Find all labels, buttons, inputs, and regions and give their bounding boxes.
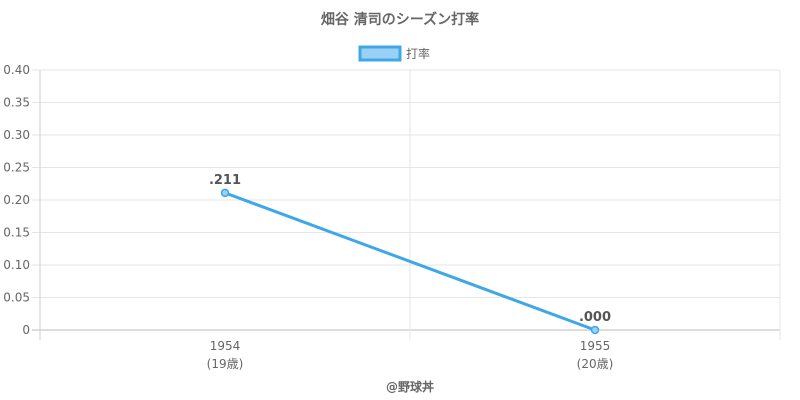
y-tick-label: 0.25 — [3, 161, 30, 175]
y-tick-label: 0.15 — [3, 226, 30, 240]
y-axis-ticks: 0 0.05 0.10 0.15 0.20 0.25 0.30 0.35 0.40 — [3, 63, 30, 337]
x-tick-sublabel: (20歳) — [577, 357, 614, 371]
y-tick-label: 0.40 — [3, 63, 30, 77]
data-label: .211 — [209, 173, 241, 188]
legend-swatch — [358, 45, 402, 62]
y-tick-label: 0.30 — [3, 128, 30, 142]
legend[interactable]: 打率 — [358, 45, 430, 62]
series-batting-average: .211 .000 — [209, 173, 611, 335]
x-axis-ticks: 1954 (19歳) 1955 (20歳) — [207, 339, 614, 371]
x-tick-label: 1954 — [210, 339, 241, 353]
data-label: .000 — [579, 310, 611, 325]
series-line — [224, 191, 596, 332]
chart-title: 畑谷 清司のシーズン打率 — [320, 11, 479, 28]
x-tick-label: 1955 — [580, 339, 611, 353]
y-tick-label: 0.35 — [3, 96, 30, 110]
data-point[interactable] — [220, 188, 230, 198]
x-tick-sublabel: (19歳) — [207, 357, 244, 371]
y-tick-label: 0.10 — [3, 258, 30, 272]
grid — [32, 69, 781, 340]
y-tick-label: 0 — [22, 323, 30, 337]
legend-label: 打率 — [406, 46, 430, 61]
data-point[interactable] — [590, 325, 600, 335]
y-tick-label: 0.20 — [3, 193, 30, 207]
y-tick-label: 0.05 — [3, 291, 30, 305]
credit-text: @野球丼 — [386, 379, 434, 394]
